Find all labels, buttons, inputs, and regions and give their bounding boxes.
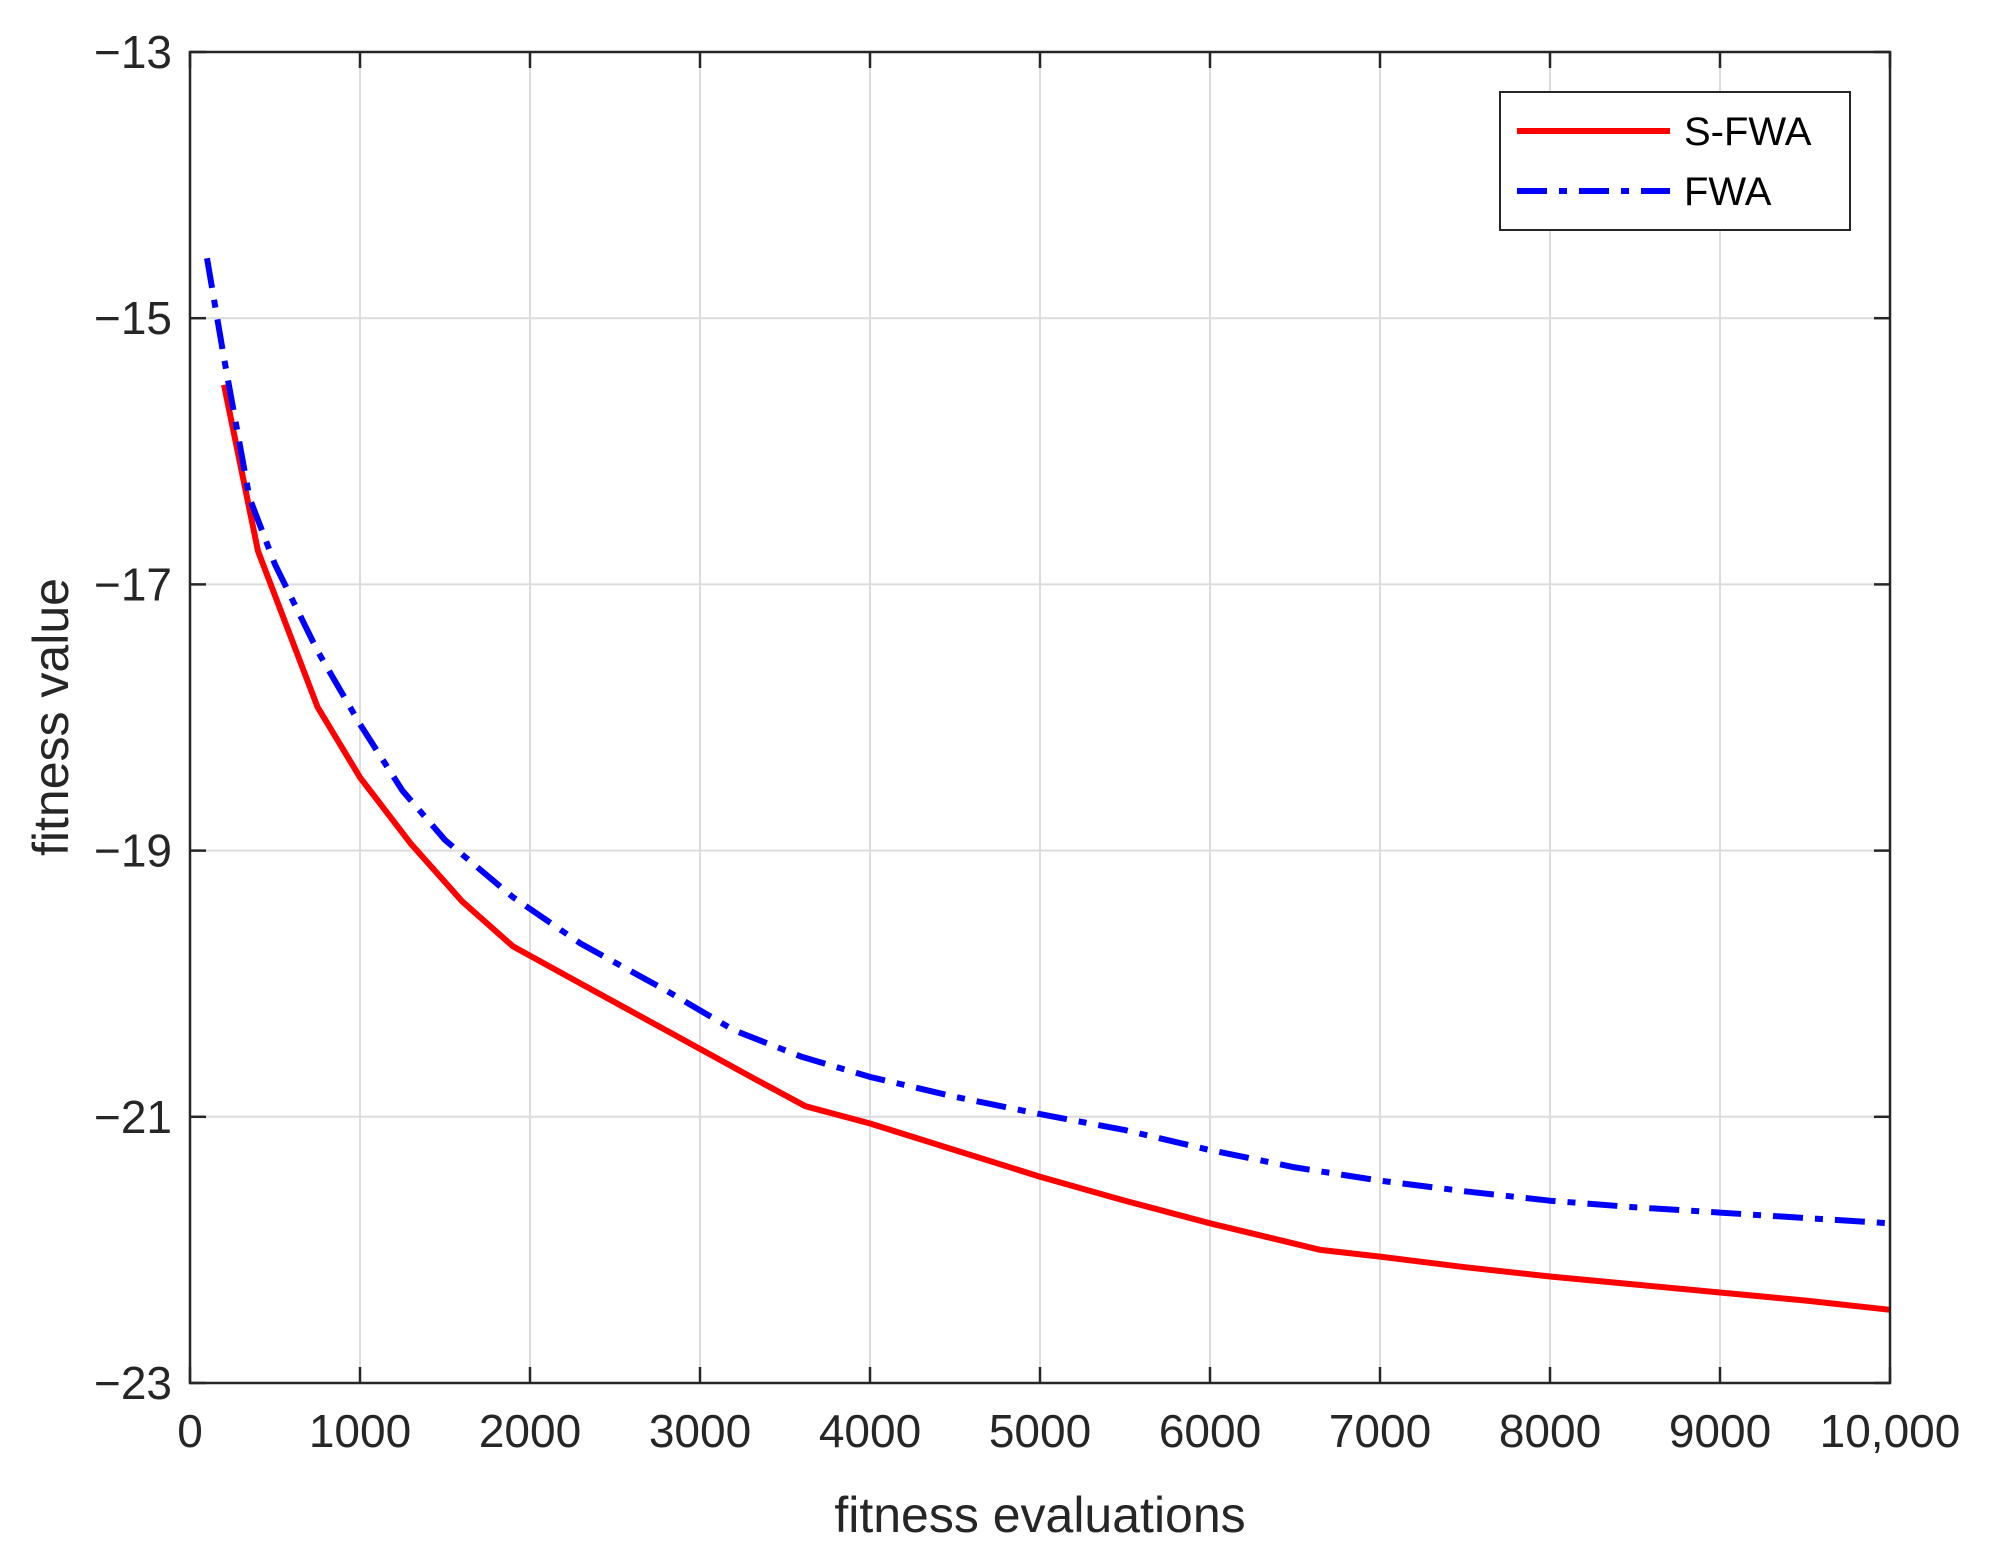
series-layer — [204, 257, 1891, 1313]
y-tick-label: −13 — [94, 26, 172, 78]
y-tick-label: −19 — [94, 825, 172, 877]
y-tick-label: −21 — [94, 1091, 172, 1143]
series-line-fwa — [204, 257, 1891, 1227]
x-tick-label: 8000 — [1499, 1405, 1601, 1457]
legend-label-s-fwa: S-FWA — [1684, 110, 1812, 154]
x-tick-label: 0 — [177, 1405, 203, 1457]
x-tick-label: 4000 — [819, 1405, 921, 1457]
y-axis-title: fitness value — [23, 578, 79, 856]
legend: S-FWA FWA — [1499, 91, 1851, 231]
x-axis-title: fitness evaluations — [834, 1487, 1245, 1543]
legend-label-fwa: FWA — [1684, 170, 1772, 214]
x-tick-label: 6000 — [1159, 1405, 1261, 1457]
y-tick-label: −23 — [94, 1357, 172, 1409]
x-tick-label: 10,000 — [1820, 1405, 1961, 1457]
x-tick-label: 2000 — [479, 1405, 581, 1457]
tick-labels: 0 1000 2000 3000 4000 5000 6000 7000 8000 9000 10,… — [94, 26, 1960, 1457]
x-tick-label: 3000 — [649, 1405, 751, 1457]
x-tick-label: 9000 — [1669, 1405, 1771, 1457]
x-tick-label: 1000 — [309, 1405, 411, 1457]
legend-box — [1499, 91, 1851, 231]
x-tick-label: 5000 — [989, 1405, 1091, 1457]
x-tick-label: 7000 — [1329, 1405, 1431, 1457]
y-tick-label: −17 — [94, 558, 172, 610]
ticks — [188, 50, 1892, 1385]
y-tick-label: −15 — [94, 292, 172, 344]
series-line-s-fwa — [221, 384, 1891, 1313]
